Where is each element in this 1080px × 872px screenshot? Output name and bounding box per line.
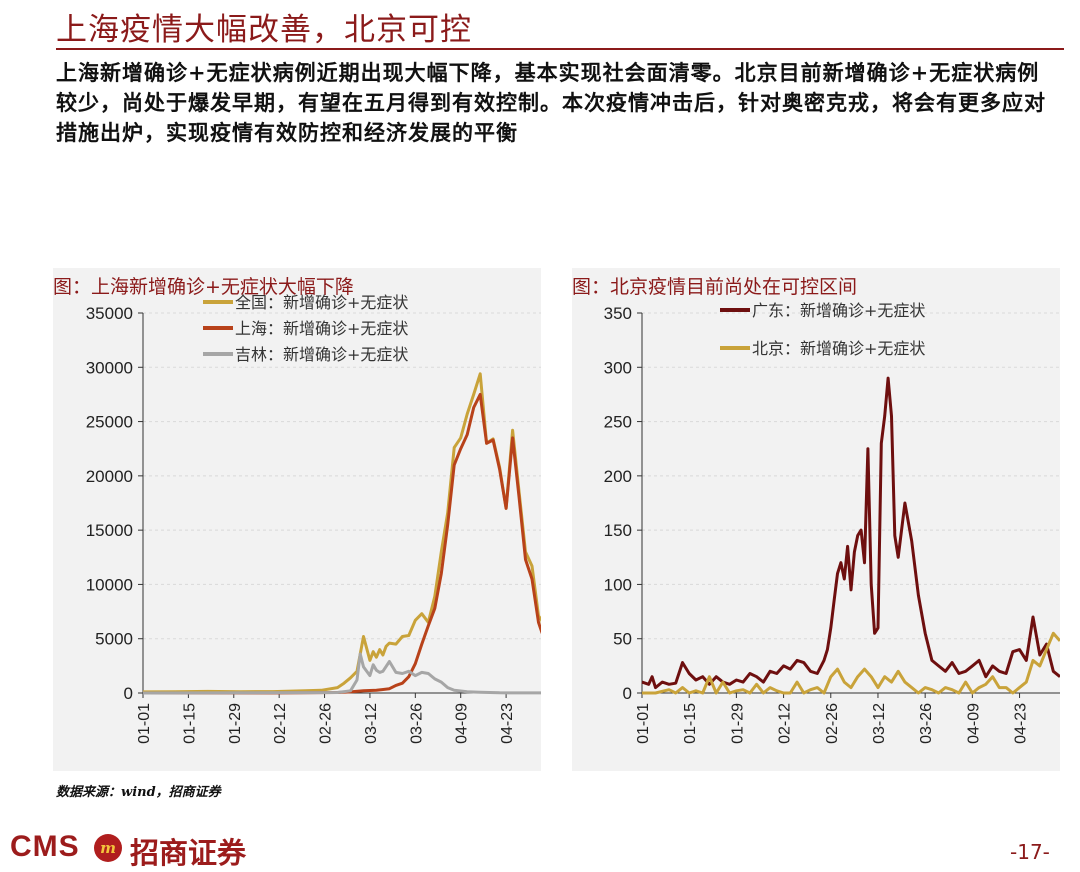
series-line	[641, 376, 1060, 690]
y-tick-label: 100	[604, 575, 632, 594]
x-tick-label: 01-01	[136, 703, 153, 744]
x-tick-label: 04-23	[499, 703, 516, 744]
data-source: 数据来源：wind，招商证券	[56, 785, 221, 800]
y-tick-label: 15000	[86, 521, 133, 540]
y-tick-label: 5000	[95, 630, 133, 649]
x-tick-label: 04-09	[454, 703, 471, 744]
logo-company-name: 招商证券	[130, 836, 247, 870]
series-line	[143, 392, 541, 695]
x-tick-label: 04-09	[965, 703, 982, 744]
page-number: -17-	[1010, 840, 1050, 864]
x-tick-label: 02-12	[777, 703, 794, 744]
page-title: 上海疫情大幅改善，北京可控	[56, 12, 472, 48]
y-tick-label: 10000	[86, 575, 133, 594]
legend-label: 北京：新增确诊+无症状	[752, 339, 925, 358]
chart-panel-beijing: 图：北京疫情目前尚处在可控区间 0 50 100 150 200 250 300 350 01-…	[572, 268, 1060, 771]
x-tick-label: 02-26	[824, 703, 841, 744]
x-tick-label: 03-12	[363, 703, 380, 744]
legend-label: 吉林：新增确诊+无症状	[235, 345, 408, 364]
legend-label: 上海：新增确诊+无症状	[235, 319, 408, 338]
y-tick-label: 250	[604, 413, 632, 432]
y-tick-label: 150	[604, 521, 632, 540]
x-tick-label: 03-26	[918, 703, 935, 744]
chart-title: 图：上海新增确诊+无症状大幅下降	[53, 276, 354, 298]
logo-text: CMS	[10, 830, 80, 863]
x-tick-label: 01-29	[227, 703, 244, 744]
x-tick-label: 04-23	[1013, 703, 1030, 744]
chart-svg-beijing: 0 50 100 150 200 250 300 350 01-01 01-15 01-29 02-1…	[604, 301, 1060, 744]
y-tick-label: 200	[604, 467, 632, 486]
chart-panel-shanghai: 图：上海新增确诊+无症状大幅下降 0 5000 10000 15000 20000 250…	[53, 268, 541, 771]
y-tick-label: 30000	[86, 358, 133, 377]
x-tick-label: 02-26	[318, 703, 335, 744]
legend-label: 全国：新增确诊+无症状	[235, 293, 408, 312]
chart-svg-shanghai: 0 5000 10000 15000 20000 25000 30000 35000 01-01…	[86, 293, 541, 744]
x-tick-label: 01-29	[729, 703, 746, 744]
chart-title: 图：北京疫情目前尚处在可控区间	[572, 276, 858, 298]
x-tick-label: 01-15	[682, 703, 699, 744]
x-tick-label: 02-12	[272, 703, 289, 744]
y-tick-label: 50	[613, 630, 632, 649]
x-tick-label: 03-12	[871, 703, 888, 744]
x-tick-label: 01-01	[635, 703, 652, 744]
y-tick-label: 20000	[86, 467, 133, 486]
y-tick-label: 350	[604, 304, 632, 323]
y-tick-label: 300	[604, 358, 632, 377]
intro-paragraph: 上海新增确诊+无症状病例近期出现大幅下降，基本实现社会面清零。北京目前新增确诊+…	[56, 60, 1046, 145]
title-rule	[56, 48, 1064, 50]
x-tick-label: 03-26	[408, 703, 425, 744]
y-tick-label: 25000	[86, 413, 133, 432]
y-tick-label: 0	[623, 684, 632, 703]
legend-label: 广东：新增确诊+无症状	[752, 301, 925, 320]
series-line	[642, 631, 1060, 695]
logo-badge-icon: m	[94, 834, 122, 862]
y-tick-label: 35000	[86, 304, 133, 323]
y-tick-label: 0	[124, 684, 133, 703]
series-line	[142, 652, 541, 695]
x-tick-label: 01-15	[181, 703, 198, 744]
